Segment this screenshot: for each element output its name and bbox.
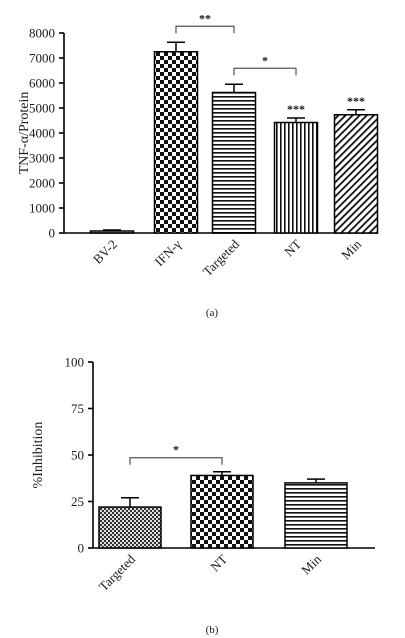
significance-label-a: * [262, 53, 268, 67]
bar-b [284, 482, 348, 549]
bar-b [98, 506, 162, 549]
panel-label-a: (a) [206, 307, 219, 319]
x-tick-label-b: Min [298, 551, 324, 577]
significance-star-a: *** [287, 102, 305, 116]
bar-a [153, 51, 199, 234]
significance-bracket-a [175, 25, 235, 34]
y-tick-label-a: 7000 [29, 51, 55, 66]
y-axis-title-b: %Inhibition [31, 422, 46, 489]
y-tick-label-a: 0 [49, 226, 56, 241]
bar-b [190, 474, 254, 549]
bar-a [273, 121, 319, 234]
y-tick-label-b: 50 [71, 448, 84, 463]
significance-label-b: * [173, 443, 179, 457]
y-tick-label-b: 100 [65, 355, 85, 370]
y-tick-label-b: 0 [78, 541, 85, 556]
y-tick-label-a: 1000 [29, 201, 55, 216]
panel-label-b: (b) [206, 624, 219, 636]
chart-panel-b: 0 25 50 75 100 %Inhibition Targeted NT Min * [31, 355, 375, 594]
y-tick-label-a: 6000 [29, 76, 55, 91]
significance-label-a: ** [199, 11, 211, 25]
bar-a [333, 114, 379, 234]
x-tick-label-b: NT [207, 551, 230, 574]
y-tick-label-a: 8000 [29, 26, 55, 41]
x-tick-label-a: IFN-γ [152, 236, 185, 269]
y-tick-label-a: 4000 [29, 126, 55, 141]
significance-bracket-b [129, 457, 223, 465]
x-tick-label-a: Min [338, 236, 364, 262]
y-tick-label-a: 3000 [29, 151, 55, 166]
x-tick-label-a: Targeted [200, 236, 243, 279]
y-tick-label-b: 75 [71, 401, 84, 416]
y-axis-title-a: TNF-α/Protein [17, 92, 32, 175]
y-tick-label-a: 5000 [29, 101, 55, 116]
y-tick-label-a: 2000 [29, 176, 55, 191]
x-tick-label-b: Targeted [96, 551, 139, 594]
y-tick-label-b: 25 [71, 494, 84, 509]
bar-a [89, 230, 135, 234]
significance-bracket-a [233, 67, 297, 76]
chart-panel-a: 0 1000 2000 3000 4000 5000 6000 7000 8000 TNF-α/P… [17, 11, 379, 279]
x-tick-label-a: NT [281, 236, 304, 259]
x-tick-label-a: BV-2 [90, 237, 120, 267]
significance-star-a: *** [347, 94, 365, 108]
bar-a [211, 91, 257, 234]
